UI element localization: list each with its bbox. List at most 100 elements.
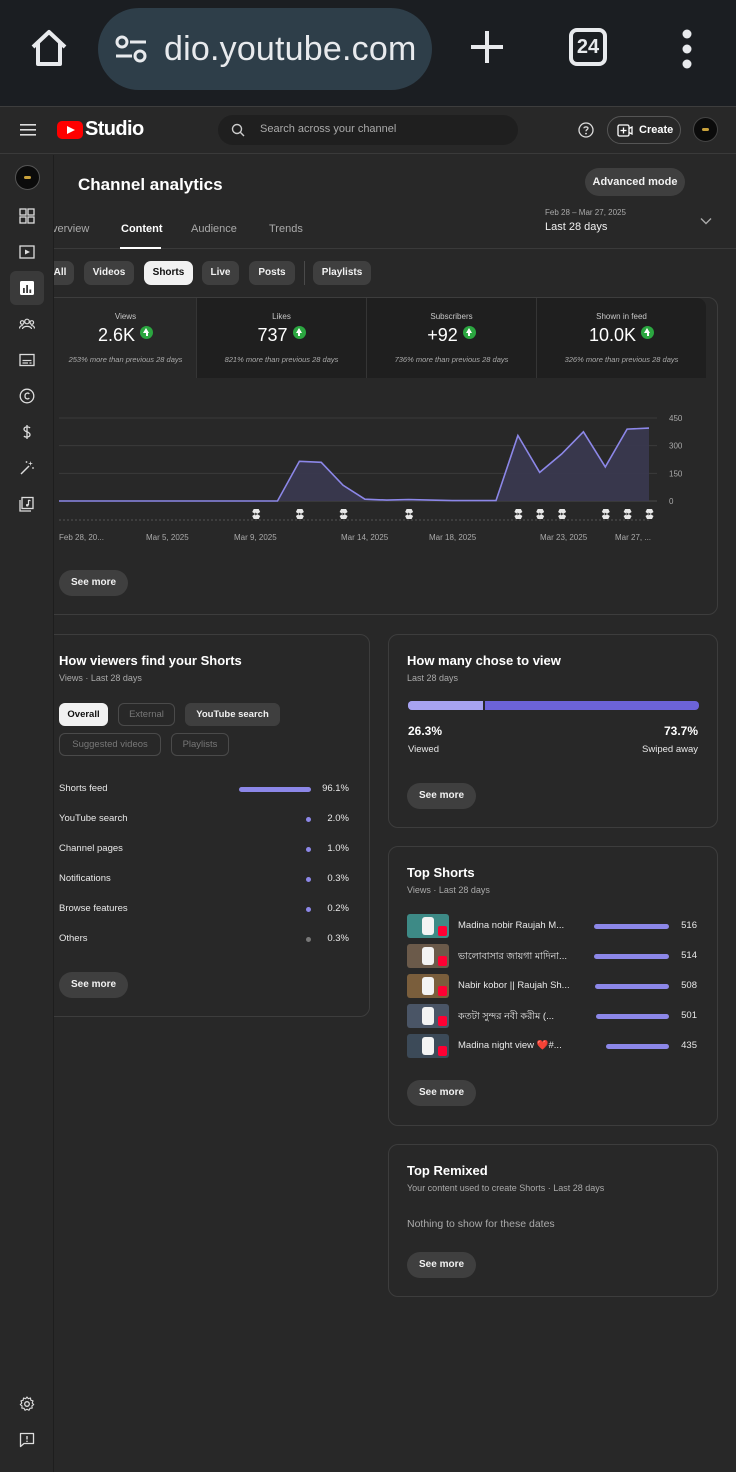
short-views-bar — [594, 924, 669, 929]
page-title: Channel analytics — [78, 175, 223, 194]
top-shorts-see-more-button[interactable]: See more — [407, 1080, 477, 1106]
advanced-mode-button[interactable]: Advanced mode — [585, 168, 685, 196]
account-avatar[interactable] — [693, 117, 718, 142]
tab-switcher-button[interactable]: 24 — [569, 28, 607, 66]
short-upload-icon[interactable] — [536, 509, 545, 519]
new-tab-icon[interactable] — [468, 28, 506, 66]
source-pct: 0.3% — [327, 873, 349, 884]
earn-nav[interactable] — [10, 415, 44, 449]
y-tick-label: 150 — [669, 469, 683, 478]
more-vert-icon[interactable] — [680, 29, 694, 69]
card-subtitle: Last 28 days — [407, 673, 459, 683]
traffic-see-more-button[interactable]: See more — [59, 972, 129, 998]
logo-text: Studio — [85, 118, 144, 140]
filter-overall[interactable]: Overall — [59, 703, 108, 726]
feedback-nav[interactable] — [10, 1423, 44, 1457]
analytics-nav[interactable] — [10, 271, 44, 305]
filter-youtube-search[interactable]: YouTube search — [185, 703, 280, 726]
menu-icon[interactable] — [20, 123, 36, 137]
top-remixed-see-more-button[interactable]: See more — [407, 1252, 477, 1278]
traffic-source-row[interactable]: YouTube search 2.0% — [59, 813, 349, 827]
shorts-logo-icon — [438, 926, 447, 936]
channel-avatar[interactable] — [15, 165, 40, 190]
top-short-row[interactable]: ভালোবাসার জায়গা মাদিনা... 514 — [407, 944, 697, 970]
chip-playlists[interactable]: Playlists — [313, 261, 371, 285]
metric-views[interactable]: Views 2.6K 253% more than previous 28 da… — [55, 298, 196, 378]
filter-playlists[interactable]: Playlists — [171, 733, 229, 756]
short-views: 501 — [681, 1010, 697, 1021]
chip-all[interactable]: All — [54, 261, 74, 285]
short-title: Madina nobir Raujah M... — [458, 920, 565, 931]
content-nav[interactable] — [10, 235, 44, 269]
filter-suggested-videos[interactable]: Suggested videos — [59, 733, 161, 756]
short-upload-icon[interactable] — [405, 509, 414, 519]
traffic-source-row[interactable]: Channel pages 1.0% — [59, 843, 349, 857]
tab-audience[interactable]: Audience — [191, 223, 237, 235]
top-short-row[interactable]: Madina night view ❤️#... 435 — [407, 1034, 697, 1060]
copyright-nav[interactable] — [10, 379, 44, 413]
top-short-row[interactable]: Nabir kobor || Raujah Sh... 508 — [407, 974, 697, 1000]
site-settings-icon[interactable] — [114, 34, 148, 64]
metric-shown-in-feed[interactable]: Shown in feed 10.0K 326% more than previ… — [536, 298, 706, 378]
metric-comparison: 326% more than previous 28 days — [564, 355, 679, 364]
filter-external[interactable]: External — [118, 703, 175, 726]
subtitles-nav[interactable] — [10, 343, 44, 377]
chevron-down-icon[interactable] — [700, 217, 712, 225]
date-range-picker[interactable]: Feb 28 – Mar 27, 2025 Last 28 days — [545, 208, 626, 233]
metrics-see-more-button[interactable]: See more — [59, 570, 129, 596]
short-upload-icon[interactable] — [339, 509, 348, 519]
short-upload-icon[interactable] — [252, 509, 261, 519]
empty-state-text: Nothing to show for these dates — [407, 1218, 555, 1230]
settings-nav[interactable] — [10, 1387, 44, 1421]
source-bar — [306, 937, 311, 942]
audio-library-nav[interactable] — [10, 487, 44, 521]
dollar-icon — [23, 425, 31, 439]
chip-live[interactable]: Live — [202, 261, 239, 285]
top-short-row[interactable]: কতটা সুন্দর নবী করীম (... 501 — [407, 1004, 697, 1030]
dashboard-nav[interactable] — [10, 199, 44, 233]
chose-to-view-card: How many chose to view Last 28 days 26.3… — [388, 634, 718, 828]
short-upload-icon[interactable] — [601, 509, 610, 519]
home-icon[interactable] — [28, 27, 70, 69]
metric-number: +92 — [427, 325, 458, 345]
metric-subscribers[interactable]: Subscribers +92 736% more than previous … — [366, 298, 536, 378]
chip-videos[interactable]: Videos — [84, 261, 134, 285]
create-button[interactable]: Create — [607, 116, 681, 144]
metric-likes[interactable]: Likes 737 821% more than previous 28 day… — [196, 298, 366, 378]
top-shorts-card: Top Shorts Views · Last 28 days Madina n… — [388, 846, 718, 1126]
swiped-label: Swiped away — [642, 744, 698, 755]
source-name: Browse features — [59, 903, 128, 914]
chip-shorts[interactable]: Shorts — [144, 261, 193, 285]
analytics-tabs: verview Content Audience Trends — [54, 209, 736, 249]
traffic-source-row[interactable]: Browse features 0.2% — [59, 903, 349, 917]
chip-posts[interactable]: Posts — [249, 261, 295, 285]
short-upload-icon[interactable] — [645, 509, 654, 519]
chose-see-more-button[interactable]: See more — [407, 783, 477, 809]
short-upload-icon[interactable] — [623, 509, 632, 519]
series-line — [59, 427, 650, 502]
help-icon[interactable] — [578, 122, 594, 138]
tab-trends[interactable]: Trends — [269, 223, 303, 235]
short-upload-icon[interactable] — [295, 509, 304, 519]
card-subtitle: Views · Last 28 days — [407, 885, 490, 895]
tab-overview[interactable]: verview — [54, 223, 90, 235]
short-views-bar — [596, 1014, 669, 1019]
search-input[interactable]: Search across your channel — [218, 115, 518, 145]
traffic-source-row[interactable]: Notifications 0.3% — [59, 873, 349, 887]
views-chart: 450 300 150 0 Feb 28, 20... Mar 5, 2025 Mar 9,… — [59, 414, 683, 542]
youtube-play-icon — [57, 121, 83, 139]
source-name: YouTube search — [59, 813, 128, 824]
short-upload-icon[interactable] — [514, 509, 523, 519]
community-nav[interactable] — [10, 307, 44, 341]
short-upload-icon[interactable] — [558, 509, 567, 519]
address-bar[interactable]: dio.youtube.com — [98, 8, 432, 90]
top-short-row[interactable]: Madina nobir Raujah M... 516 — [407, 914, 697, 940]
metric-number: 737 — [257, 325, 288, 345]
metric-label: Views — [114, 312, 137, 321]
metric-number: 2.6K — [97, 325, 136, 345]
metric-comparison: 253% more than previous 28 days — [68, 355, 183, 364]
tab-content[interactable]: Content — [121, 223, 163, 235]
customization-nav[interactable] — [10, 451, 44, 485]
traffic-source-row[interactable]: Others 0.3% — [59, 933, 349, 947]
traffic-source-row[interactable]: Shorts feed 96.1% — [59, 783, 349, 797]
